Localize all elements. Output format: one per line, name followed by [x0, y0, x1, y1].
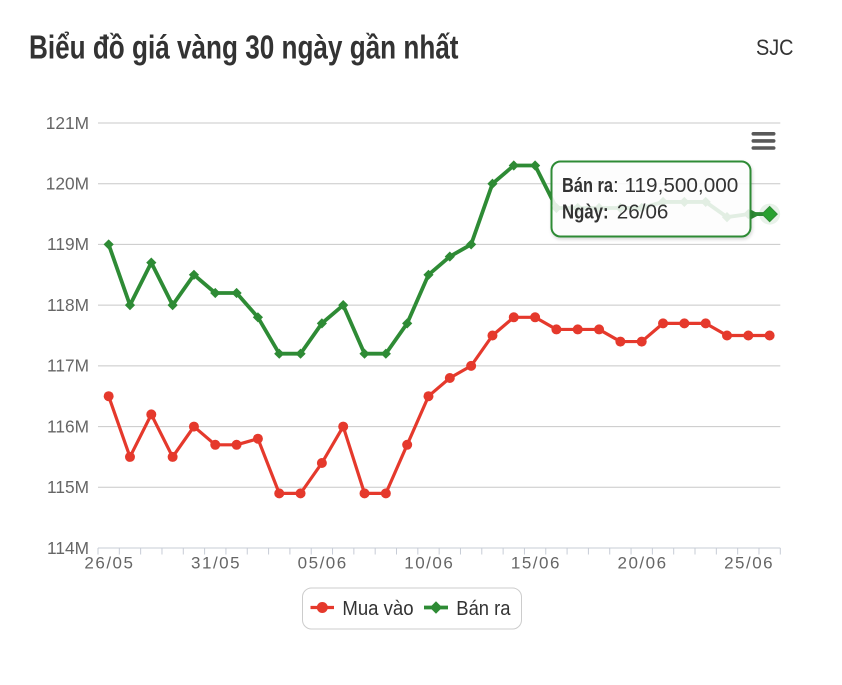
svg-text:05/06: 05/06	[298, 554, 348, 573]
svg-text:117M: 117M	[47, 356, 89, 376]
svg-text:Bán ra: Bán ra	[456, 598, 511, 620]
svg-text:Bán ra: Bán ra	[562, 175, 614, 197]
svg-text:26/05: 26/05	[84, 554, 134, 573]
svg-text:Biểu đồ giá vàng 30 ngày gần n: Biểu đồ giá vàng 30 ngày gần nhất	[29, 29, 459, 66]
svg-text:118M: 118M	[47, 295, 89, 315]
svg-text:26/06: 26/06	[617, 202, 669, 224]
svg-text:120M: 120M	[46, 174, 89, 194]
svg-text:20/06: 20/06	[617, 554, 667, 573]
svg-text:115M: 115M	[47, 477, 89, 497]
svg-text:114M: 114M	[47, 538, 89, 558]
svg-text:116M: 116M	[47, 416, 89, 436]
svg-text:: 119,500,000: : 119,500,000	[613, 175, 738, 197]
svg-text:SJC: SJC	[756, 35, 794, 60]
svg-text:10/06: 10/06	[404, 554, 454, 573]
svg-text:31/05: 31/05	[191, 554, 241, 573]
svg-text:25/06: 25/06	[724, 554, 774, 573]
svg-text:121M: 121M	[46, 113, 89, 133]
svg-text:Mua vào: Mua vào	[342, 598, 413, 620]
svg-text:119M: 119M	[47, 234, 89, 254]
svg-text:15/06: 15/06	[511, 554, 561, 573]
svg-text:Ngày:: Ngày:	[562, 202, 609, 224]
